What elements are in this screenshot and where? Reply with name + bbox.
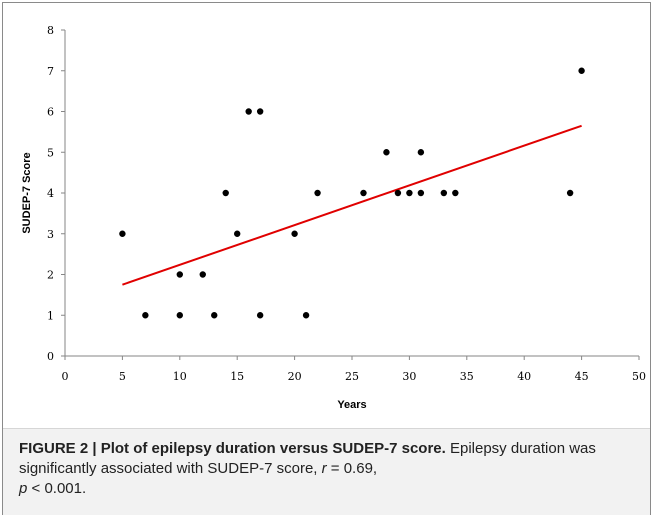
figure-frame: 0 1 2 3 4 5 6 7 8 0 5 10 15 20 25 30 35 40 45 50 Years SUDE… xyxy=(2,2,651,515)
y-tick-label: 2 xyxy=(47,269,54,282)
x-axis-label: Years xyxy=(337,399,366,411)
data-point xyxy=(245,108,252,115)
data-point xyxy=(394,189,402,197)
data-point xyxy=(417,149,425,156)
x-tick-label: 20 xyxy=(288,370,302,383)
x-tick-label: 50 xyxy=(632,370,646,383)
data-point xyxy=(199,271,206,278)
data-point xyxy=(417,189,425,197)
y-tick-label: 3 xyxy=(47,228,54,241)
data-point xyxy=(383,149,390,156)
data-point xyxy=(211,312,218,319)
data-point xyxy=(440,189,448,197)
caption-box: FIGURE 2 | Plot of epilepsy duration ver… xyxy=(3,428,650,515)
y-tick-label: 0 xyxy=(47,350,54,363)
data-point xyxy=(119,230,126,237)
caption-p-symbol: p xyxy=(19,480,28,497)
data-point xyxy=(256,312,264,319)
data-point xyxy=(291,230,298,237)
y-tick-label: 7 xyxy=(47,65,54,78)
y-tick-label: 6 xyxy=(47,106,54,119)
x-tick-label: 15 xyxy=(230,370,244,383)
x-tick-label: 45 xyxy=(575,370,589,383)
x-tick-label: 10 xyxy=(173,370,187,383)
caption-body: Epilepsy duration was significantly asso… xyxy=(19,440,596,477)
trendline-group xyxy=(122,124,582,286)
y-tick-label: 4 xyxy=(47,187,54,200)
x-tick-label: 25 xyxy=(345,370,359,383)
figure-caption: FIGURE 2 | Plot of epilepsy duration ver… xyxy=(19,439,619,499)
x-tick-label: 0 xyxy=(62,370,69,383)
data-point xyxy=(234,230,241,237)
data-point xyxy=(176,312,183,319)
data-point xyxy=(222,189,229,197)
data-point xyxy=(360,189,367,197)
x-tick-label: 40 xyxy=(517,370,531,383)
data-point xyxy=(566,189,574,197)
data-point xyxy=(142,312,149,319)
y-tick-label: 5 xyxy=(47,146,54,159)
x-tick-label: 35 xyxy=(460,370,474,383)
y-axis-label: SUDEP-7 Score xyxy=(21,152,33,233)
data-point xyxy=(406,189,413,197)
data-point xyxy=(256,108,264,115)
data-point xyxy=(176,271,183,278)
caption-r-value: = 0.69, xyxy=(326,460,378,477)
y-tick-label: 1 xyxy=(47,309,54,322)
data-point xyxy=(578,67,585,74)
caption-p-value: < 0.001. xyxy=(27,480,87,497)
x-tick-label: 30 xyxy=(402,370,416,383)
data-point xyxy=(314,189,321,197)
y-tick-label: 8 xyxy=(47,24,54,37)
caption-r-symbol: r xyxy=(321,460,327,477)
data-point xyxy=(452,189,459,197)
caption-lead: FIGURE 2 | Plot of epilepsy duration ver… xyxy=(19,440,446,457)
points-group xyxy=(119,67,585,319)
x-tick-label: 5 xyxy=(119,370,126,383)
data-point xyxy=(302,312,310,319)
trend-line xyxy=(122,124,582,286)
